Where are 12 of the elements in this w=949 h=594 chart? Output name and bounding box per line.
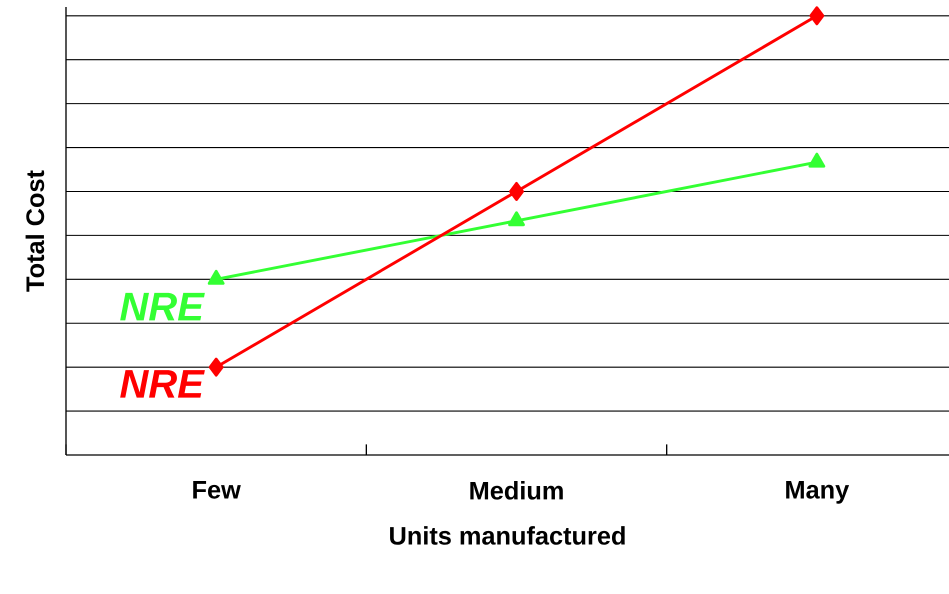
x-tick-label: Few [193,481,241,499]
point [809,6,824,26]
point [509,182,524,201]
series-label: NRE [120,370,205,398]
point [808,152,826,168]
series-label: NRE [120,292,205,320]
x-tick-label: Medium [470,481,563,500]
y-axis-title: Total Cost [26,170,44,292]
point [508,211,525,226]
x-tick-label: Many [786,481,850,504]
x-axis-title: Units manufactured [390,526,625,545]
point [208,270,225,285]
